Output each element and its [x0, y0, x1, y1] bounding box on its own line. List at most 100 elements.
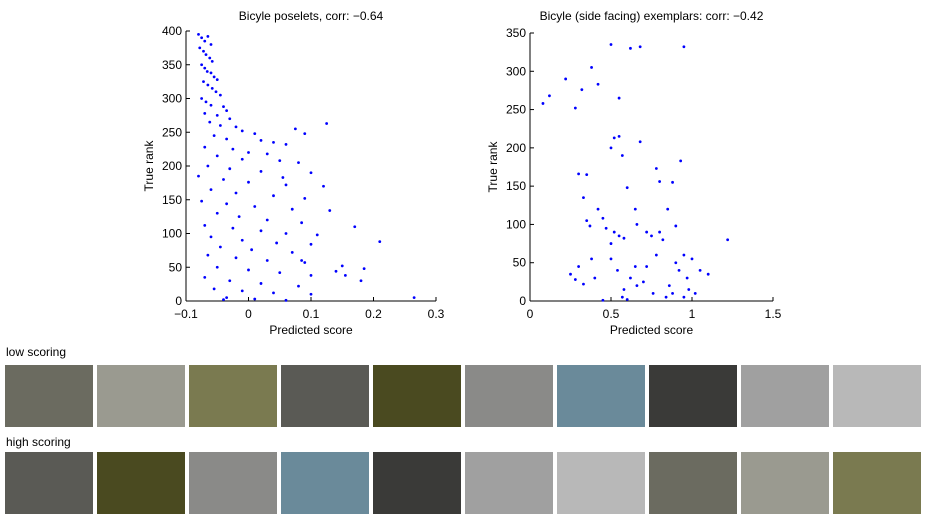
point — [613, 231, 616, 234]
point — [658, 180, 661, 183]
point — [605, 227, 608, 230]
y-tick-label: 50 — [513, 256, 527, 270]
point — [203, 40, 206, 43]
point — [645, 265, 648, 268]
point — [610, 257, 613, 260]
point — [590, 257, 593, 260]
point — [687, 288, 690, 291]
point — [629, 277, 632, 280]
point — [241, 289, 244, 292]
point — [574, 107, 577, 110]
point — [241, 130, 244, 133]
point — [213, 76, 216, 79]
point — [222, 298, 225, 301]
point — [225, 296, 228, 299]
point — [613, 137, 616, 140]
point — [225, 109, 228, 112]
point — [634, 265, 637, 268]
point — [200, 97, 203, 100]
point — [228, 117, 231, 120]
point — [585, 173, 588, 176]
point — [694, 292, 697, 295]
point — [281, 176, 284, 179]
x-tick-label: 1.5 — [765, 307, 782, 321]
point — [200, 63, 203, 66]
point — [210, 104, 213, 107]
point — [205, 53, 208, 56]
point — [325, 122, 328, 125]
point — [597, 208, 600, 211]
point — [610, 146, 613, 149]
point — [260, 170, 263, 173]
point — [683, 296, 686, 299]
point — [285, 232, 288, 235]
point — [266, 152, 269, 155]
point — [360, 279, 363, 282]
point — [250, 248, 253, 251]
point — [645, 231, 648, 234]
point — [610, 43, 613, 46]
point — [216, 212, 219, 215]
point — [626, 298, 629, 301]
point — [303, 132, 306, 135]
x-tick-label: 1 — [689, 307, 696, 321]
point — [618, 97, 621, 100]
y-tick-label: 50 — [169, 260, 183, 274]
point — [208, 57, 211, 60]
photo — [373, 452, 461, 514]
y-tick-label: 0 — [519, 294, 526, 308]
point — [642, 280, 645, 283]
chart-title: Bicyle (side facing) exemplars: corr: −0… — [540, 9, 764, 23]
point — [225, 138, 228, 141]
point — [344, 274, 347, 277]
photo — [741, 452, 829, 514]
point — [235, 256, 238, 259]
point — [316, 233, 319, 236]
row-label: high scoring — [6, 435, 71, 449]
point — [297, 161, 300, 164]
point — [585, 219, 588, 222]
point — [636, 284, 639, 287]
x-tick-label: −0.1 — [174, 307, 198, 321]
point — [222, 105, 225, 108]
point — [691, 257, 694, 260]
point — [247, 181, 250, 184]
point — [272, 194, 275, 197]
y-tick-label: 0 — [175, 294, 182, 308]
point — [322, 185, 325, 188]
point — [275, 242, 278, 245]
point — [253, 205, 256, 208]
x-tick-label: 0.2 — [365, 307, 382, 321]
point — [203, 224, 206, 227]
point — [655, 167, 658, 170]
point — [597, 83, 600, 86]
y-tick-label: 350 — [162, 58, 182, 72]
point — [203, 67, 206, 70]
y-tick-label: 200 — [162, 159, 182, 173]
point — [206, 165, 209, 168]
point — [650, 235, 653, 238]
y-axis-label: True rank — [142, 140, 156, 192]
point — [278, 271, 281, 274]
point — [235, 125, 238, 128]
point — [198, 46, 201, 49]
point — [686, 277, 689, 280]
point — [213, 287, 216, 290]
point — [616, 269, 619, 272]
y-tick-label: 150 — [506, 179, 526, 193]
point — [203, 146, 206, 149]
point — [303, 261, 306, 264]
chart-title: Bicyle poselets, corr: −0.64 — [239, 9, 384, 23]
point — [247, 151, 250, 154]
point — [679, 159, 682, 162]
figure: low scoring high scoring Bicyle poselets… — [0, 0, 927, 520]
point — [666, 208, 669, 211]
point — [671, 181, 674, 184]
photo — [5, 452, 93, 514]
image-strips: low scoring high scoring — [5, 345, 921, 514]
point — [253, 298, 256, 301]
point — [569, 273, 572, 276]
point — [610, 242, 613, 245]
point — [211, 60, 214, 63]
point — [231, 148, 234, 151]
